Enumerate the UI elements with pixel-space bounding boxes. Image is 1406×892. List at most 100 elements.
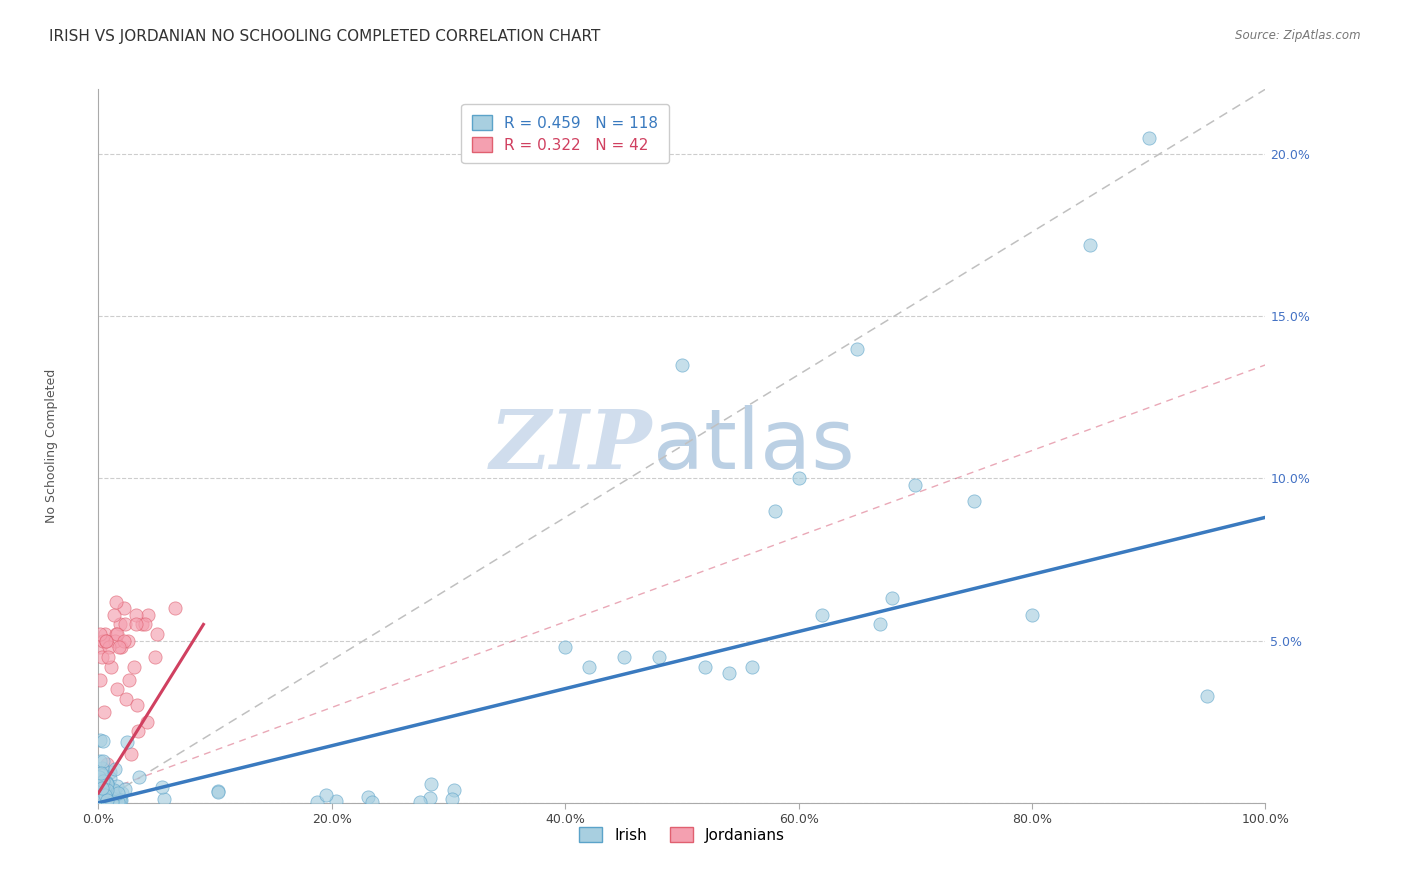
Point	[90, 780, 112, 795]
Point	[91, 768, 114, 782]
Point	[101, 795, 124, 809]
Point	[101, 796, 124, 810]
Point	[89, 627, 111, 641]
Point	[94, 775, 117, 789]
Point	[904, 478, 927, 492]
Text: atlas: atlas	[652, 406, 855, 486]
Point	[125, 617, 148, 632]
Point	[787, 471, 810, 485]
Point	[134, 617, 156, 632]
Point	[94, 780, 117, 795]
Point	[94, 633, 117, 648]
Point	[107, 795, 129, 809]
Point	[97, 789, 120, 803]
Point	[96, 781, 118, 796]
Point	[115, 692, 138, 706]
Point	[325, 793, 347, 807]
Point	[103, 789, 125, 804]
Point	[96, 776, 118, 790]
Point	[91, 795, 114, 809]
Point	[94, 778, 117, 792]
Point	[94, 788, 117, 802]
Point	[90, 795, 112, 809]
Point	[89, 790, 111, 805]
Point	[97, 785, 120, 799]
Point	[94, 782, 117, 797]
Point	[107, 786, 129, 800]
Point	[115, 734, 138, 748]
Point	[93, 782, 115, 797]
Point	[89, 789, 111, 803]
Point	[869, 617, 891, 632]
Point	[110, 792, 132, 806]
Point	[104, 633, 127, 648]
Point	[97, 649, 120, 664]
Point	[94, 794, 117, 808]
Point	[89, 781, 111, 796]
Point	[1080, 238, 1102, 252]
Point	[357, 789, 380, 804]
Text: ZIP: ZIP	[491, 406, 652, 486]
Point	[98, 785, 121, 799]
Point	[105, 595, 128, 609]
Point	[307, 795, 329, 809]
Point	[103, 607, 125, 622]
Point	[105, 627, 128, 641]
Point	[1197, 689, 1219, 703]
Point	[136, 714, 159, 729]
Point	[90, 792, 112, 806]
Point	[112, 633, 135, 648]
Point	[100, 782, 122, 797]
Point	[1137, 131, 1160, 145]
Point	[315, 788, 337, 802]
Point	[89, 673, 111, 687]
Point	[87, 770, 110, 784]
Point	[97, 793, 120, 807]
Point	[138, 607, 160, 622]
Point	[87, 786, 110, 800]
Point	[93, 633, 115, 648]
Point	[96, 756, 118, 771]
Point	[103, 784, 125, 798]
Point	[91, 761, 114, 775]
Point	[647, 649, 669, 664]
Point	[90, 784, 112, 798]
Point	[90, 766, 112, 780]
Point	[96, 784, 118, 798]
Point	[145, 649, 167, 664]
Point	[131, 617, 153, 632]
Point	[96, 633, 118, 648]
Point	[846, 342, 869, 356]
Point	[419, 777, 441, 791]
Point	[91, 787, 114, 801]
Point	[962, 494, 984, 508]
Point	[741, 659, 763, 673]
Point	[97, 640, 120, 654]
Point	[150, 780, 173, 794]
Point	[90, 783, 112, 797]
Point	[441, 792, 464, 806]
Point	[91, 754, 114, 768]
Point	[100, 659, 122, 673]
Point	[763, 504, 786, 518]
Point	[90, 649, 112, 664]
Point	[117, 673, 139, 687]
Point	[93, 782, 115, 797]
Point	[96, 776, 118, 790]
Point	[91, 795, 114, 809]
Point	[87, 773, 110, 788]
Point	[89, 773, 111, 788]
Point	[89, 782, 111, 797]
Text: No Schooling Completed: No Schooling Completed	[45, 369, 58, 523]
Point	[111, 786, 134, 800]
Point	[105, 779, 128, 793]
Point	[89, 733, 111, 747]
Point	[114, 617, 136, 632]
Point	[93, 790, 115, 805]
Point	[207, 785, 229, 799]
Point	[94, 789, 117, 804]
Point	[96, 795, 118, 809]
Point	[96, 793, 118, 807]
Point	[89, 792, 111, 806]
Point	[104, 762, 127, 776]
